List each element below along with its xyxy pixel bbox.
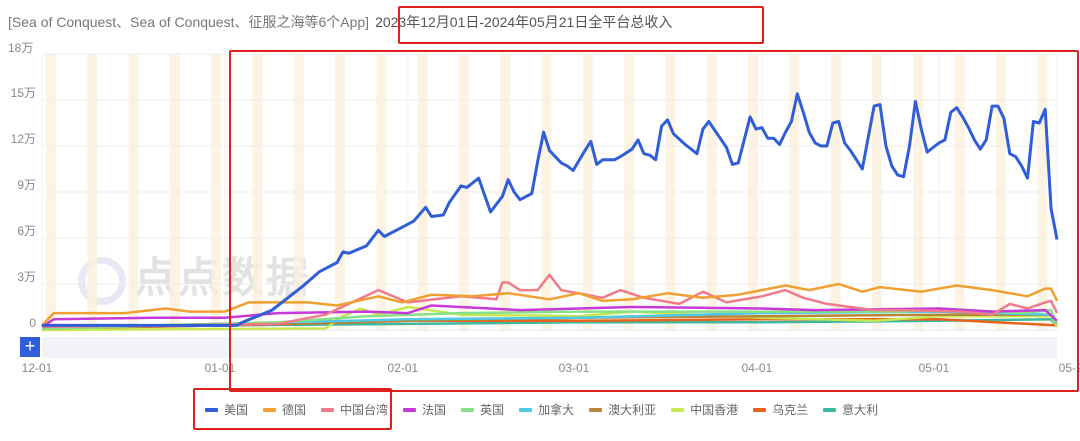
x-axis-ticks: 12-01 01-01 02-01 03-01 04-01 05-01 05-21	[22, 361, 1080, 375]
y-tick-label: 12万	[11, 132, 36, 146]
y-tick-label: 15万	[11, 86, 36, 100]
legend-label: 乌克兰	[772, 403, 809, 417]
legend-item[interactable]: 乌克兰	[753, 401, 808, 418]
legend-label: 澳大利亚	[608, 403, 657, 417]
legend-label: 中国台湾	[340, 403, 389, 417]
series-lines	[41, 92, 1059, 332]
legend-item[interactable]: 法国	[403, 401, 446, 418]
legend-swatch	[321, 407, 335, 412]
y-axis-ticks: 0 3万 6万 9万 12万 15万 18万	[8, 41, 36, 330]
x-tick-label: 12-01	[22, 361, 53, 375]
legend-label: 英国	[480, 403, 505, 417]
x-tick-label: 02-01	[388, 361, 419, 375]
y-tick-label: 9万	[17, 178, 36, 192]
legend-item[interactable]: 加拿大	[519, 401, 574, 418]
x-tick-label: 04-01	[742, 361, 773, 375]
chart-title: [Sea of Conquest、Sea of Conquest、征服之海等6个…	[8, 12, 672, 32]
watermark-icon	[78, 256, 126, 305]
app-list-label: [Sea of Conquest、Sea of Conquest、征服之海等6个…	[8, 14, 370, 30]
legend-swatch	[263, 407, 277, 412]
legend-swatch	[589, 407, 603, 412]
x-tick-label: 03-01	[559, 361, 590, 375]
legend-label: 中国香港	[690, 403, 739, 417]
legend-swatch	[671, 407, 685, 412]
gridlines	[41, 53, 1058, 331]
legend-swatch	[403, 407, 417, 412]
x-tick-label: 01-01	[205, 361, 236, 375]
y-tick-label: 0	[29, 316, 36, 330]
x-tick-label: 05-21	[1059, 361, 1080, 375]
series-line-德国	[41, 282, 1059, 327]
legend-label: 法国	[422, 403, 447, 417]
legend-item[interactable]: 意大利	[823, 401, 878, 418]
legend-swatch	[823, 407, 837, 412]
legend-item[interactable]: 英国	[461, 401, 504, 418]
series-line-美国	[42, 92, 1059, 327]
legend-item[interactable]: 中国香港	[671, 401, 738, 418]
legend-item[interactable]: 澳大利亚	[589, 401, 656, 418]
series-line-法国	[41, 304, 1058, 328]
legend: 美国 德国 中国台湾 法国 英国 加拿大 澳大利亚 中国香港 乌克兰 意大利	[205, 401, 878, 418]
series-line-中国香港	[41, 305, 1059, 332]
legend-swatch	[205, 407, 218, 412]
legend-label: 意大利	[842, 403, 879, 417]
legend-swatch	[519, 407, 533, 412]
legend-item[interactable]: 美国	[205, 401, 248, 418]
series-line-英国	[41, 307, 1059, 330]
legend-label: 加拿大	[538, 403, 575, 417]
legend-label: 德国	[282, 403, 307, 417]
legend-swatch	[461, 407, 475, 412]
data-zoom-track[interactable]	[42, 337, 1057, 358]
y-tick-label: 18万	[8, 41, 33, 55]
x-tick-label: 05-01	[919, 361, 950, 375]
y-tick-label: 6万	[17, 224, 36, 238]
date-range-label: 2023年12月01日-2024年05月21日全平台总收入	[375, 14, 673, 30]
zoom-in-button[interactable]: +	[20, 337, 40, 357]
y-tick-label: 3万	[17, 270, 36, 284]
legend-item[interactable]: 德国	[263, 401, 306, 418]
legend-swatch	[753, 407, 767, 412]
legend-label: 美国	[224, 403, 249, 417]
legend-item[interactable]: 中国台湾	[321, 401, 388, 418]
